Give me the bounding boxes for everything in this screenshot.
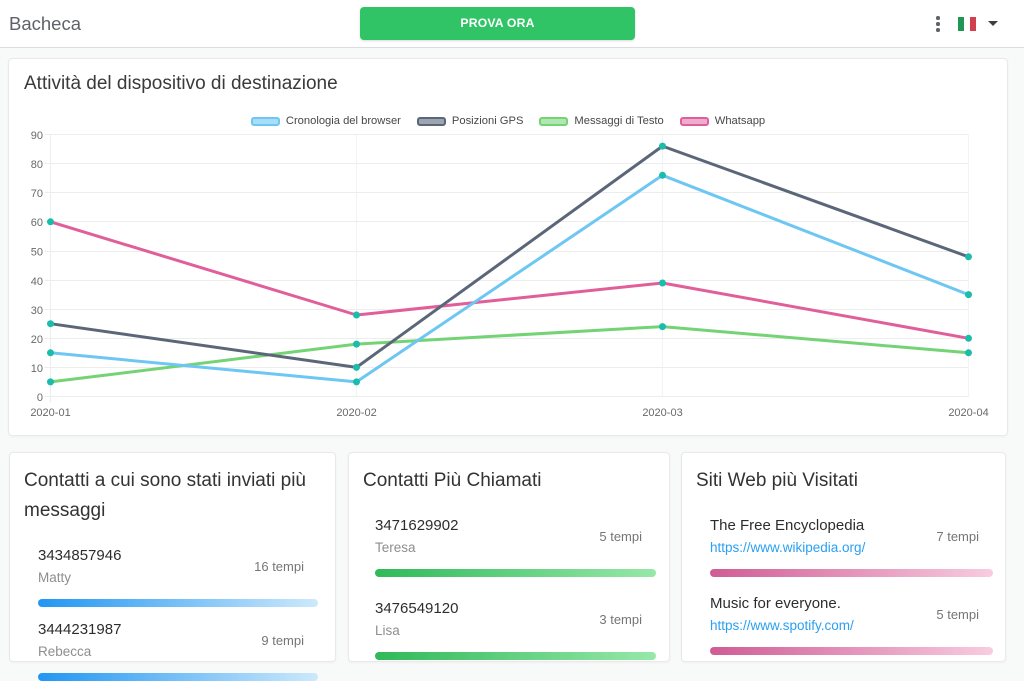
svg-text:40: 40 xyxy=(31,276,43,288)
svg-text:30: 30 xyxy=(31,305,43,317)
svg-text:80: 80 xyxy=(31,159,43,171)
svg-text:2020-02: 2020-02 xyxy=(336,407,376,419)
svg-text:90: 90 xyxy=(31,130,43,142)
svg-text:10: 10 xyxy=(31,363,43,375)
svg-text:70: 70 xyxy=(31,188,43,200)
svg-text:2020-04: 2020-04 xyxy=(948,407,988,419)
svg-text:2020-01: 2020-01 xyxy=(30,407,70,419)
svg-text:60: 60 xyxy=(31,217,43,229)
svg-text:20: 20 xyxy=(31,334,43,346)
svg-text:2020-03: 2020-03 xyxy=(642,407,682,419)
svg-text:50: 50 xyxy=(31,247,43,259)
svg-text:0: 0 xyxy=(37,392,43,404)
